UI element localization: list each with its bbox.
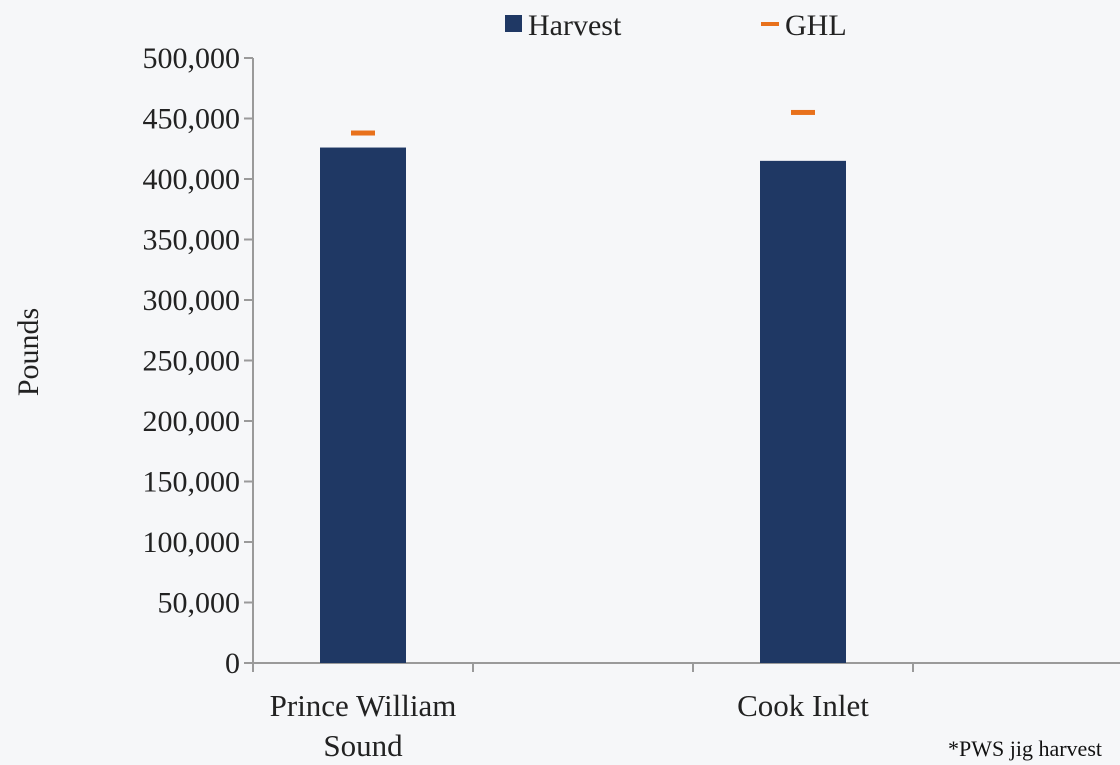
y-tick-label: 350,000 [143, 224, 241, 257]
footnote: *PWS jig harvest [948, 736, 1102, 761]
legend-ghl-swatch [761, 22, 779, 26]
x-axis: Prince William Sound Cook Inlet [252, 662, 1120, 763]
ghl-marker [791, 109, 815, 115]
y-tick-label: 500,000 [143, 42, 241, 75]
x-category-label: Prince William Sound [270, 688, 457, 763]
bars [320, 147, 846, 664]
legend-harvest-swatch [505, 15, 522, 32]
harvest-bar [320, 147, 406, 664]
y-tick-label: 450,000 [143, 103, 241, 136]
y-tick-label: 400,000 [143, 163, 241, 196]
y-tick-label: 50,000 [158, 587, 241, 620]
legend: Harvest GHL [505, 9, 847, 42]
legend-ghl-label: GHL [785, 9, 847, 42]
y-tick-label: 100,000 [143, 526, 241, 559]
y-tick-label: 200,000 [143, 405, 241, 438]
legend-harvest-label: Harvest [528, 9, 622, 42]
harvest-bar [760, 160, 846, 663]
x-category-label: Cook Inlet [737, 688, 869, 723]
ghl-markers [351, 109, 815, 136]
y-tick-label: 250,000 [143, 345, 241, 378]
y-tick-label: 150,000 [143, 466, 241, 499]
y-axis: 0 50,000 100,000 150,000 200,000 250,000 300,0… [143, 42, 254, 680]
y-tick-label: 0 [225, 647, 240, 680]
y-tick-label: 300,000 [143, 284, 241, 317]
y-axis-title: Pounds [12, 308, 45, 396]
ghl-marker [351, 130, 375, 136]
